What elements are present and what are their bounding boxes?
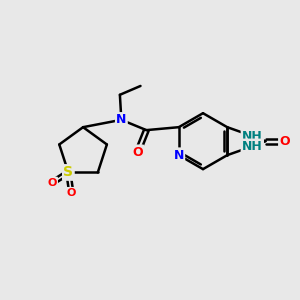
Text: N: N xyxy=(116,113,127,126)
Text: NH: NH xyxy=(242,140,262,153)
Text: NH: NH xyxy=(242,130,262,142)
Text: O: O xyxy=(67,188,76,198)
Text: S: S xyxy=(63,166,74,179)
Text: O: O xyxy=(47,178,57,188)
Text: O: O xyxy=(132,146,143,159)
Text: N: N xyxy=(174,149,184,162)
Text: O: O xyxy=(279,135,290,148)
